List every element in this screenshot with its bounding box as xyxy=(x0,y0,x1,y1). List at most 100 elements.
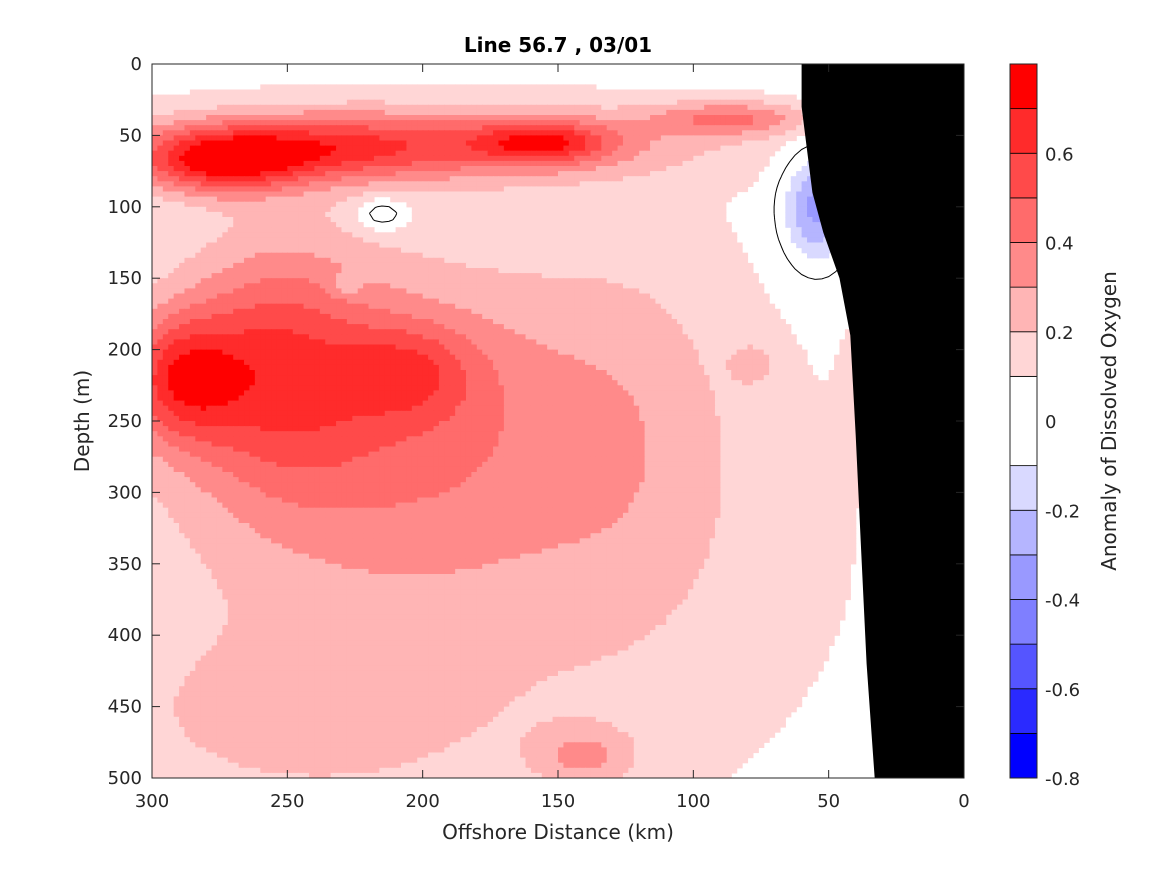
contour-cell xyxy=(568,186,575,193)
contour-cell xyxy=(671,104,678,111)
contour-cell xyxy=(590,120,597,126)
contour-cell xyxy=(639,288,646,295)
contour-cell xyxy=(449,227,456,233)
contour-cell xyxy=(547,242,554,249)
contour-cell xyxy=(206,196,213,203)
contour-cell xyxy=(725,94,732,101)
contour-cell xyxy=(574,135,581,142)
contour-cell xyxy=(558,150,565,157)
contour-cell xyxy=(536,232,543,238)
contour-cell xyxy=(812,211,819,218)
contour-cell xyxy=(558,125,565,131)
contour-cell xyxy=(379,283,386,289)
contour-cell xyxy=(698,268,705,274)
contour-cell xyxy=(622,196,629,203)
contour-cell xyxy=(227,150,234,157)
contour-cell xyxy=(503,181,510,187)
contour-cell xyxy=(168,191,175,198)
contour-cell xyxy=(698,109,705,116)
contour-cell xyxy=(162,125,169,131)
contour-cell xyxy=(222,262,229,269)
contour-cell xyxy=(406,176,413,182)
contour-cell xyxy=(206,140,213,147)
contour-cell xyxy=(260,84,267,91)
contour-cell xyxy=(449,232,456,238)
contour-cell xyxy=(498,104,505,111)
contour-cell xyxy=(714,125,721,131)
contour-cell xyxy=(346,145,353,152)
contour-cell xyxy=(417,201,424,208)
contour-cell xyxy=(742,115,749,121)
contour-cell xyxy=(395,145,402,152)
contour-cell xyxy=(352,166,359,172)
contour-cell xyxy=(731,242,738,249)
contour-cell xyxy=(244,262,251,269)
contour-cell xyxy=(568,155,575,162)
contour-cell xyxy=(693,217,700,223)
contour-cell xyxy=(520,283,527,289)
contour-cell xyxy=(249,181,256,187)
contour-cell xyxy=(747,181,754,187)
contour-cell xyxy=(357,257,364,264)
contour-cell xyxy=(417,130,424,136)
contour-cell xyxy=(227,130,234,136)
contour-cell xyxy=(574,150,581,157)
contour-cell xyxy=(552,242,559,249)
contour-cell xyxy=(433,237,440,244)
contour-cell xyxy=(465,125,472,131)
contour-cell xyxy=(411,140,418,147)
contour-cell xyxy=(298,232,305,238)
contour-cell xyxy=(503,99,510,106)
contour-cell xyxy=(714,288,721,295)
contour-cell xyxy=(157,196,164,203)
contour-cell xyxy=(525,201,532,208)
contour-cell xyxy=(341,288,348,295)
contour-cell xyxy=(422,232,429,238)
contour-cell xyxy=(444,257,451,264)
contour-cell xyxy=(460,222,467,228)
contour-cell xyxy=(752,160,759,167)
contour-cell xyxy=(406,191,413,198)
contour-cell xyxy=(200,94,207,101)
contour-cell xyxy=(276,94,283,101)
contour-cell xyxy=(736,166,743,172)
contour-cell xyxy=(541,94,548,101)
contour-cell xyxy=(606,181,613,187)
contour-cell xyxy=(498,109,505,116)
contour-cell xyxy=(157,283,164,289)
contour-cell xyxy=(460,257,467,264)
contour-cell xyxy=(498,115,505,121)
contour-cell xyxy=(698,232,705,238)
contour-cell xyxy=(471,181,478,187)
contour-cell xyxy=(189,109,196,116)
contour-cell xyxy=(601,237,608,244)
contour-cell xyxy=(260,145,267,152)
contour-cell xyxy=(671,130,678,136)
contour-cell xyxy=(563,125,570,131)
contour-cell xyxy=(406,130,413,136)
contour-cell xyxy=(514,186,521,193)
contour-cell xyxy=(292,293,299,300)
contour-cell xyxy=(509,125,516,131)
contour-cell xyxy=(601,222,608,228)
contour-cell xyxy=(590,130,597,136)
contour-cell xyxy=(698,115,705,121)
contour-cell xyxy=(471,217,478,223)
contour-cell xyxy=(341,120,348,126)
contour-cell xyxy=(244,130,251,136)
contour-cell xyxy=(438,99,445,106)
contour-cell xyxy=(189,201,196,208)
contour-cell xyxy=(276,186,283,193)
contour-cell xyxy=(558,232,565,238)
contour-cell xyxy=(211,186,218,193)
contour-cell xyxy=(314,84,321,91)
contour-cell xyxy=(200,171,207,177)
contour-cell xyxy=(617,278,624,284)
contour-cell xyxy=(558,191,565,198)
contour-cell xyxy=(574,140,581,147)
contour-cell xyxy=(541,135,548,142)
contour-cell xyxy=(200,242,207,249)
contour-cell xyxy=(211,196,218,203)
contour-cell xyxy=(590,217,597,223)
contour-cell xyxy=(731,191,738,198)
